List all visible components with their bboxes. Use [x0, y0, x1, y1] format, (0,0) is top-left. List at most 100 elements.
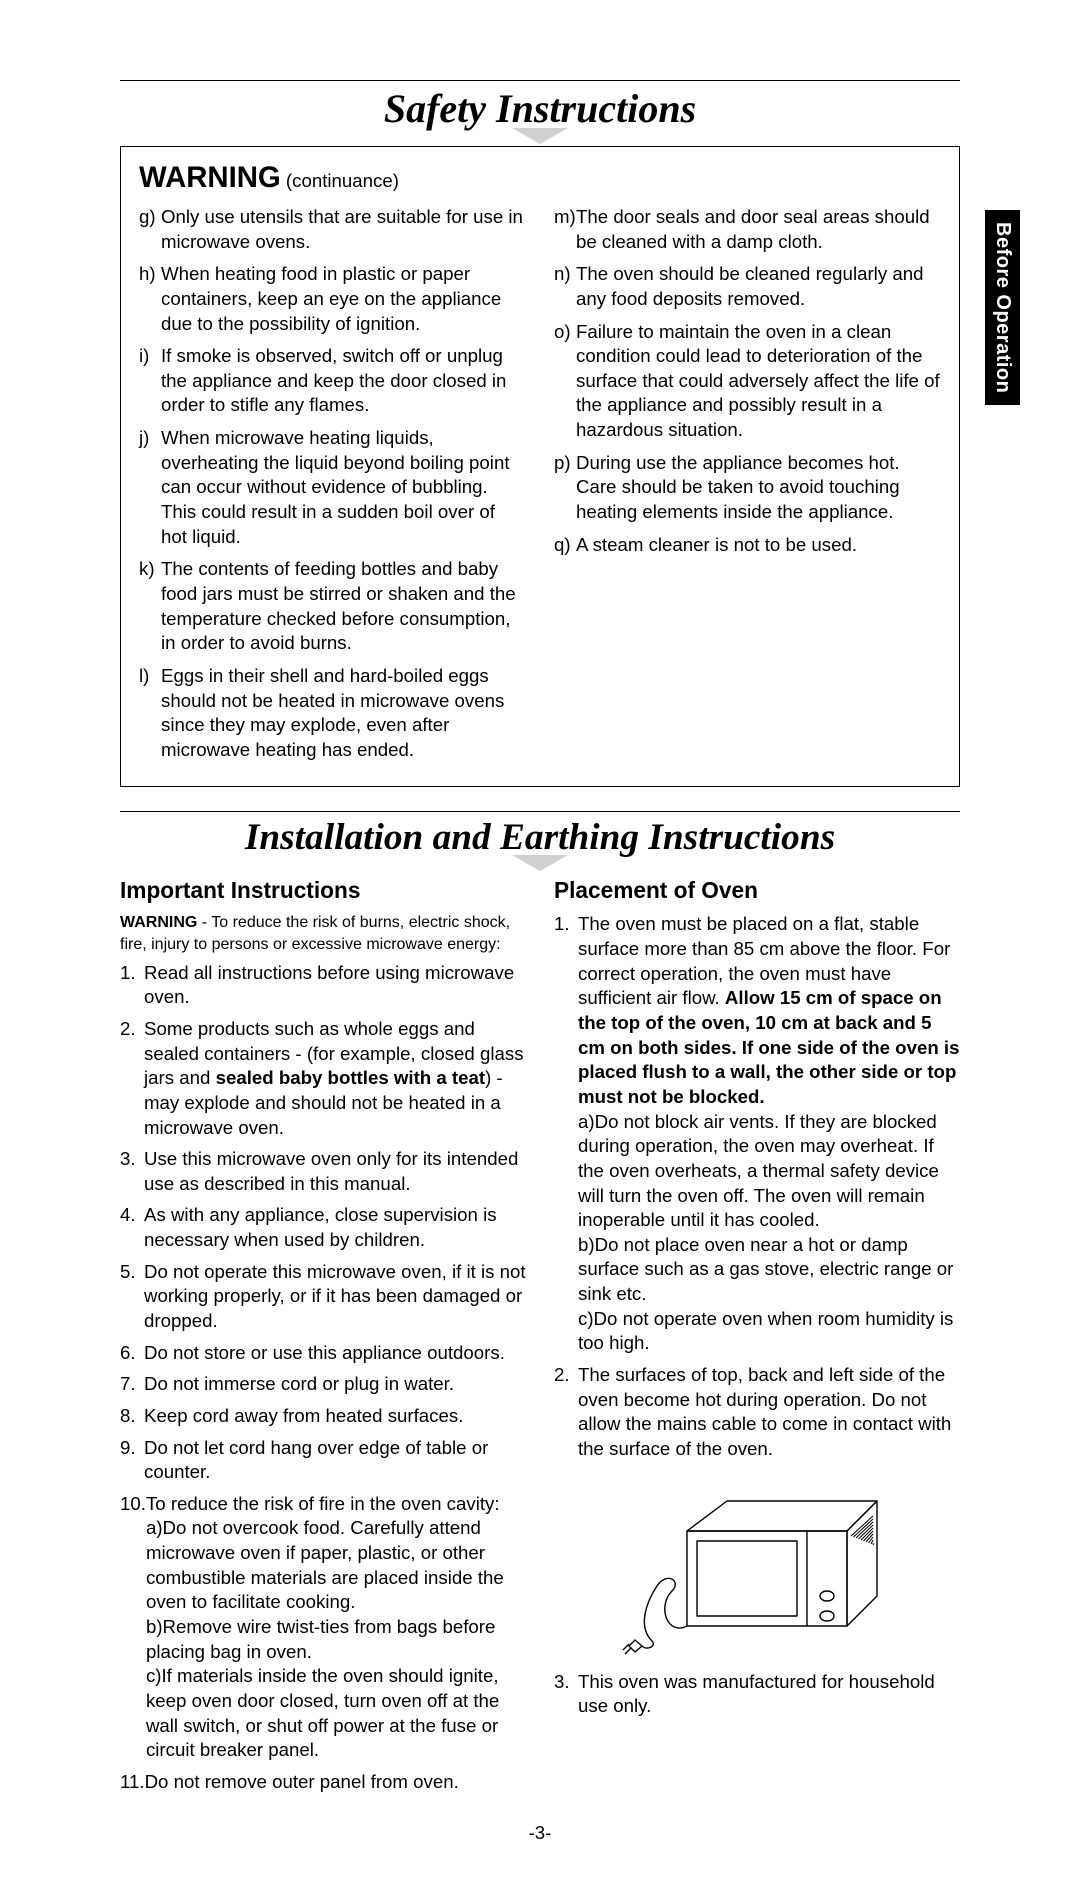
list-marker: k) — [139, 557, 161, 656]
list-marker: 8. — [120, 1404, 144, 1429]
list-text: The surfaces of top, back and left side … — [578, 1363, 960, 1462]
list-text: Some products such as whole eggs and sea… — [144, 1017, 526, 1140]
list-marker: h) — [139, 262, 161, 336]
list-text: Do not operate this microwave oven, if i… — [144, 1260, 526, 1334]
list-text: To reduce the risk of fire in the oven c… — [146, 1492, 526, 1763]
list-text: This oven was manufactured for household… — [578, 1670, 960, 1719]
list-item: 8.Keep cord away from heated surfaces. — [120, 1404, 526, 1429]
list-text: Read all instructions before using micro… — [144, 961, 526, 1010]
list-text: Only use utensils that are suitable for … — [161, 205, 526, 254]
list-item: 2.The surfaces of top, back and left sid… — [554, 1363, 960, 1462]
list-marker: 7. — [120, 1372, 144, 1397]
warning-right-list: m)The door seals and door seal areas sho… — [554, 205, 941, 557]
list-item: k)The contents of feeding bottles and ba… — [139, 557, 526, 656]
list-text: If smoke is observed, switch off or unpl… — [161, 344, 526, 418]
list-item: 4.As with any appliance, close supervisi… — [120, 1203, 526, 1252]
list-marker: 1. — [120, 961, 144, 1010]
list-text: The door seals and door seal areas shoul… — [576, 205, 941, 254]
list-item: 9.Do not let cord hang over edge of tabl… — [120, 1436, 526, 1485]
installation-heading: Installation and Earthing Instructions — [120, 816, 960, 859]
list-item: q)A steam cleaner is not to be used. — [554, 533, 941, 558]
nested-item: a)Do not overcook food. Carefully attend… — [146, 1516, 526, 1615]
list-marker: q) — [554, 533, 576, 558]
nested-text: Do not block air vents. If they are bloc… — [578, 1111, 939, 1231]
list-item: h)When heating food in plastic or paper … — [139, 262, 526, 336]
list-text: As with any appliance, close supervision… — [144, 1203, 526, 1252]
warning-box: WARNING (continuance) g)Only use utensil… — [120, 146, 960, 787]
list-marker: o) — [554, 320, 576, 443]
nested-text: Remove wire twist-ties from bags before … — [146, 1616, 495, 1662]
list-item: m)The door seals and door seal areas sho… — [554, 205, 941, 254]
list-text: When heating food in plastic or paper co… — [161, 262, 526, 336]
list-text: Do not store or use this appliance outdo… — [144, 1341, 526, 1366]
top-rule — [120, 80, 960, 81]
list-text: The oven must be placed on a flat, stabl… — [578, 912, 960, 1356]
list-marker: 5. — [120, 1260, 144, 1334]
nested-list: a)Do not overcook food. Carefully attend… — [146, 1516, 526, 1762]
list-text: When microwave heating liquids, overheat… — [161, 426, 526, 549]
list-item: p)During use the appliance becomes hot. … — [554, 451, 941, 525]
list-item: 3.This oven was manufactured for househo… — [554, 1670, 960, 1719]
list-item: g)Only use utensils that are suitable fo… — [139, 205, 526, 254]
list-marker: 2. — [554, 1363, 578, 1462]
nested-item: c)If materials inside the oven should ig… — [146, 1664, 526, 1763]
oven-illustration — [617, 1476, 897, 1656]
placement-list: 1.The oven must be placed on a flat, sta… — [554, 912, 960, 1718]
nested-item: b)Remove wire twist-ties from bags befor… — [146, 1615, 526, 1664]
list-marker: j) — [139, 426, 161, 549]
list-text: Eggs in their shell and hard-boiled eggs… — [161, 664, 526, 763]
list-marker: 4. — [120, 1203, 144, 1252]
safety-heading: Safety Instructions — [120, 85, 960, 132]
nested-list: a)Do not block air vents. If they are bl… — [578, 1110, 960, 1356]
warning-intro-bold: WARNING — [120, 914, 197, 931]
list-text: Failure to maintain the oven in a clean … — [576, 320, 941, 443]
list-text: Do not let cord hang over edge of table … — [144, 1436, 526, 1485]
important-instructions-title: Important Instructions — [120, 877, 526, 904]
list-marker: i) — [139, 344, 161, 418]
list-text: During use the appliance becomes hot. Ca… — [576, 451, 941, 525]
list-item: 6.Do not store or use this appliance out… — [120, 1341, 526, 1366]
list-item: 5.Do not operate this microwave oven, if… — [120, 1260, 526, 1334]
list-text: A steam cleaner is not to be used. — [576, 533, 941, 558]
list-marker: m) — [554, 205, 576, 254]
list-marker: 1. — [554, 912, 578, 1356]
nested-marker: c) — [578, 1308, 594, 1329]
list-item: 11.Do not remove outer panel from oven. — [120, 1770, 526, 1795]
list-marker: 10. — [120, 1492, 146, 1763]
list-item: 1.Read all instructions before using mic… — [120, 961, 526, 1010]
nested-text: Do not place oven near a hot or damp sur… — [578, 1234, 953, 1304]
page-number: -3- — [120, 1822, 960, 1844]
list-marker: p) — [554, 451, 576, 525]
warning-subtitle: (continuance) — [281, 170, 399, 191]
warning-intro: WARNING - To reduce the risk of burns, e… — [120, 912, 526, 954]
list-marker: 3. — [120, 1147, 144, 1196]
list-marker: 2. — [120, 1017, 144, 1140]
oven-illustration-wrap — [554, 1476, 960, 1656]
list-text: Do not immerse cord or plug in water. — [144, 1372, 526, 1397]
list-item: 10.To reduce the risk of fire in the ove… — [120, 1492, 526, 1763]
section-tab: Before Operation — [985, 210, 1020, 405]
list-item: n)The oven should be cleaned regularly a… — [554, 262, 941, 311]
list-text: The contents of feeding bottles and baby… — [161, 557, 526, 656]
list-item: j)When microwave heating liquids, overhe… — [139, 426, 526, 549]
nested-marker: c) — [146, 1665, 162, 1686]
list-item: 1.The oven must be placed on a flat, sta… — [554, 912, 960, 1356]
list-text: Keep cord away from heated surfaces. — [144, 1404, 526, 1429]
nested-marker: b) — [146, 1616, 163, 1637]
nested-item: b)Do not place oven near a hot or damp s… — [578, 1233, 960, 1307]
nested-text: Do not operate oven when room humidity i… — [578, 1308, 953, 1354]
list-marker: l) — [139, 664, 161, 763]
list-marker: 11. — [120, 1770, 145, 1795]
warning-title: WARNING — [139, 161, 281, 194]
nested-marker: a) — [146, 1517, 163, 1538]
list-item: 3.Use this microwave oven only for its i… — [120, 1147, 526, 1196]
list-text: The oven should be cleaned regularly and… — [576, 262, 941, 311]
mid-rule — [120, 811, 960, 812]
list-item: 7.Do not immerse cord or plug in water. — [120, 1372, 526, 1397]
important-list: 1.Read all instructions before using mic… — [120, 961, 526, 1795]
nested-item: c)Do not operate oven when room humidity… — [578, 1307, 960, 1356]
list-text: Do not remove outer panel from oven. — [145, 1770, 526, 1795]
placement-title: Placement of Oven — [554, 877, 960, 904]
list-item: 2.Some products such as whole eggs and s… — [120, 1017, 526, 1140]
nested-item: a)Do not block air vents. If they are bl… — [578, 1110, 960, 1233]
